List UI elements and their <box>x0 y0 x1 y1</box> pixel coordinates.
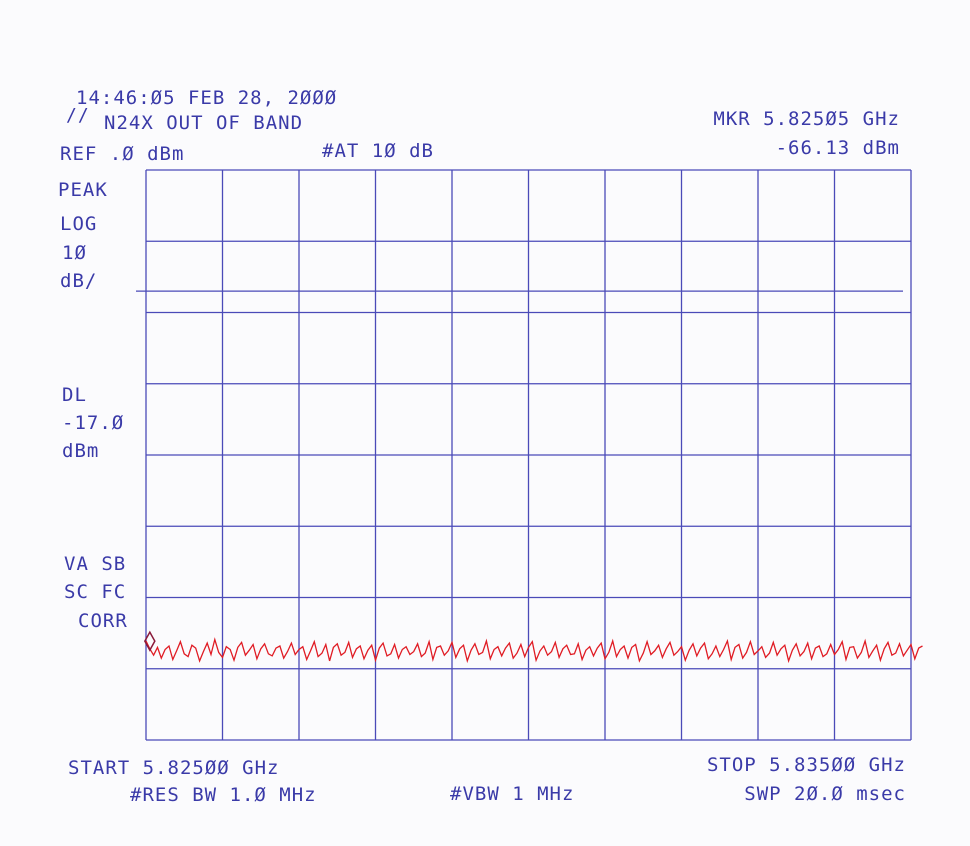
display-line-value: -17.Ø <box>62 412 125 434</box>
start-frequency: START 5.825ØØ GHz <box>68 757 280 779</box>
spectrum-trace <box>145 637 923 664</box>
marker-frequency: MKR 5.825Ø5 GHz <box>713 108 900 130</box>
marker-group <box>143 630 156 652</box>
marker-level: -66.13 dBm <box>775 137 900 159</box>
scale-value: 1Ø <box>62 242 87 264</box>
trace-title: N24X OUT OF BAND <box>104 112 304 134</box>
title-marker: // <box>66 105 90 126</box>
scale-unit: dB/ <box>60 270 98 292</box>
status-line-2: SC FC <box>64 581 127 603</box>
ref-level: REF .Ø dBm <box>60 143 185 165</box>
attenuation: #AT 1Ø dB <box>322 140 434 162</box>
detector-mode: PEAK <box>58 179 108 201</box>
display-line-unit: dBm <box>62 440 100 462</box>
marker-diamond <box>143 630 156 652</box>
trace-group <box>145 637 923 664</box>
sweep-time: SWP 2Ø.Ø msec <box>744 783 906 805</box>
video-bandwidth: #VBW 1 MHz <box>450 783 575 805</box>
scale-type: LOG <box>60 213 98 235</box>
display-line-label: DL <box>62 384 87 406</box>
status-line-1: VA SB <box>64 553 127 575</box>
timestamp: 14:46:Ø5 FEB 28, 2ØØØ <box>76 87 338 109</box>
stop-frequency: STOP 5.835ØØ GHz <box>706 754 906 776</box>
resolution-bandwidth: #RES BW 1.Ø MHz <box>130 784 317 806</box>
status-line-3: CORR <box>78 610 128 632</box>
